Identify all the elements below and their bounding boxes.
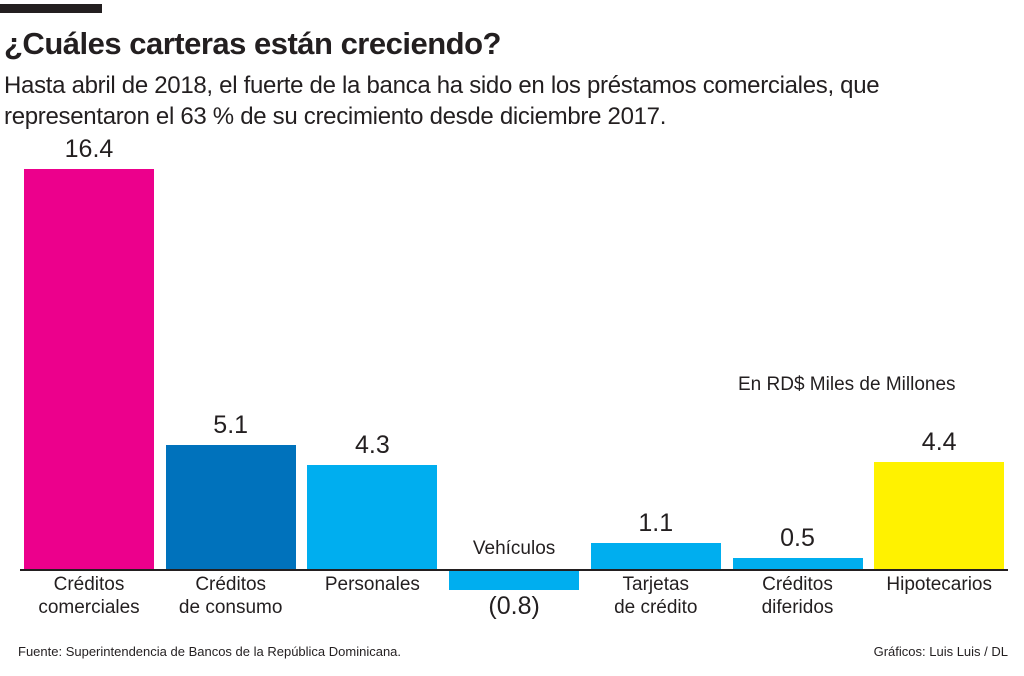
bar-4	[590, 543, 721, 570]
category-label: Hipotecarios	[886, 574, 992, 595]
value-label: 1.1	[638, 509, 674, 538]
accent-bar	[0, 4, 102, 13]
bar-5	[732, 557, 863, 570]
category-label: Créditos diferidos	[761, 574, 834, 618]
bar-6	[874, 462, 1005, 570]
bar-2	[307, 464, 438, 570]
value-label: (0.8)	[488, 591, 540, 620]
value-label: 5.1	[213, 411, 249, 440]
category-label: Vehículos	[472, 538, 556, 559]
value-label: 16.4	[64, 135, 114, 164]
category-label: Créditos comerciales	[38, 574, 140, 618]
value-label: 4.3	[355, 430, 390, 459]
source-note: Fuente: Superintendencia de Bancos de la…	[18, 644, 402, 659]
credit-note: Gráficos: Luis Luis / DL	[873, 644, 1008, 659]
chart-subtitle: Hasta abril de 2018, el fuerte de la ban…	[4, 72, 880, 130]
category-label: Tarjetas de crédito	[614, 574, 698, 618]
bar-0	[24, 169, 154, 570]
unit-label: En RD$ Miles de Millones	[738, 374, 956, 395]
chart-title: ¿Cuáles carteras están creciendo?	[4, 26, 501, 61]
value-label: 4.4	[921, 428, 957, 457]
category-label: Créditos de consumo	[178, 574, 283, 618]
baseline	[20, 569, 1008, 571]
value-label: 0.5	[780, 523, 815, 552]
bar-3	[449, 570, 580, 590]
bar-1	[165, 445, 296, 570]
category-label: Personales	[324, 574, 420, 595]
